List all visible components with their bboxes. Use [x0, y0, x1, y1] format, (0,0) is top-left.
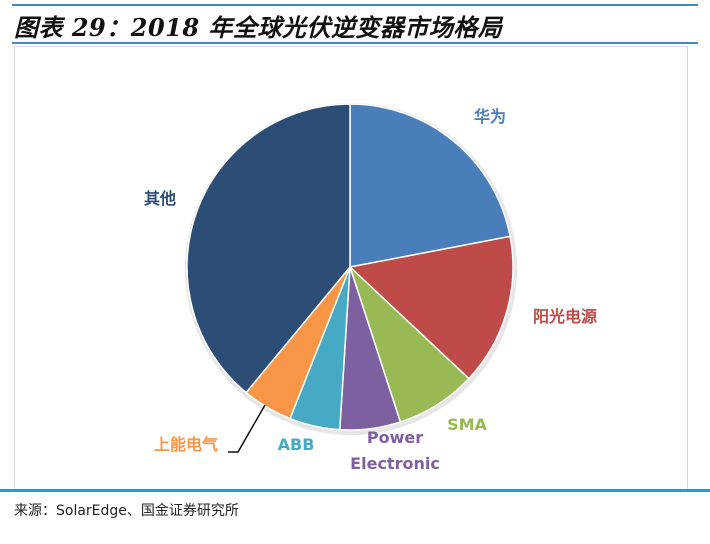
- slice-label-2: SMA: [447, 415, 487, 434]
- slice-label-5: 上能电气: [154, 435, 218, 454]
- slice-label-6: 其他: [144, 189, 176, 208]
- source-rule: [0, 489, 710, 492]
- chart-title: 图表 29：2018 年全球光伏逆变器市场格局: [14, 13, 503, 42]
- slice-label-0: 华为: [474, 107, 506, 126]
- slice-label-4: ABB: [278, 435, 315, 454]
- pie-slice-6: [186, 103, 351, 394]
- leader-line: [228, 404, 266, 453]
- source-note: 来源：SolarEdge、国金证券研究所: [14, 503, 239, 519]
- pie-slice-0: [349, 103, 511, 268]
- title-rule: [12, 42, 698, 44]
- top-rule: [12, 4, 698, 6]
- slice-label-3: Power Electronic: [350, 428, 440, 473]
- pie-slice-1: [348, 235, 514, 380]
- slice-label-1: 阳光电源: [533, 307, 597, 326]
